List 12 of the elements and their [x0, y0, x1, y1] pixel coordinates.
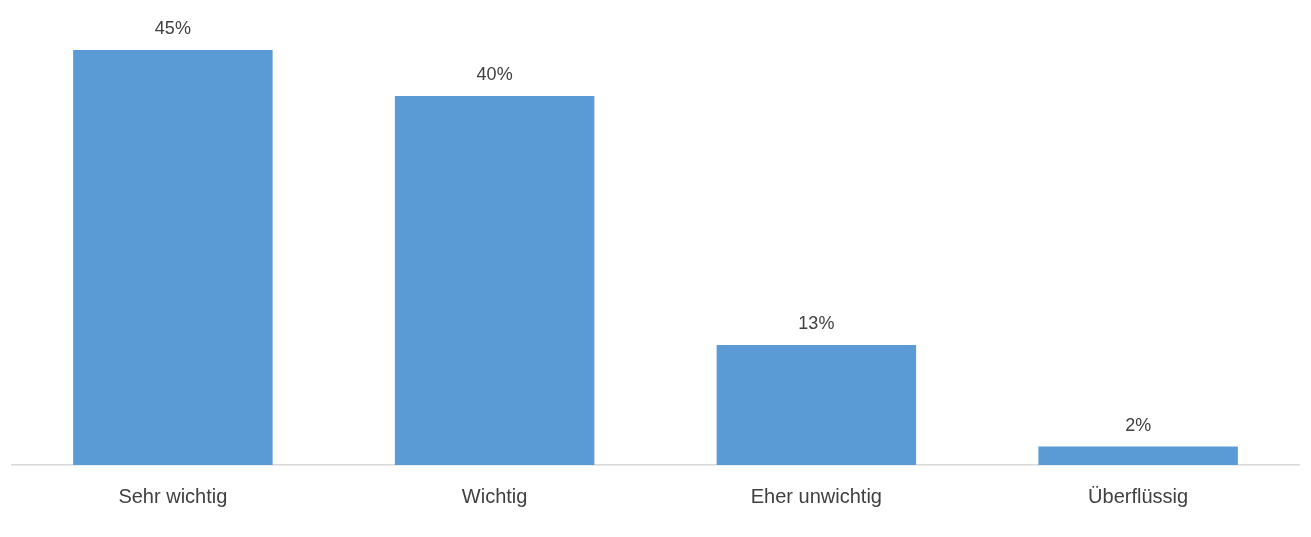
x-tick-label: Überflüssig	[1088, 484, 1189, 507]
data-label: 45%	[154, 17, 191, 38]
x-tick-label: Sehr wichtig	[118, 484, 228, 507]
bar	[73, 50, 273, 465]
x-tick-label: Wichtig	[461, 484, 528, 507]
data-label: 2%	[1125, 414, 1152, 435]
data-label: 13%	[798, 313, 835, 334]
data-label: 40%	[476, 64, 513, 85]
x-tick-label: Eher unwichtig	[750, 484, 882, 507]
bar	[1038, 446, 1238, 465]
bar	[394, 96, 595, 465]
bar	[716, 345, 917, 465]
